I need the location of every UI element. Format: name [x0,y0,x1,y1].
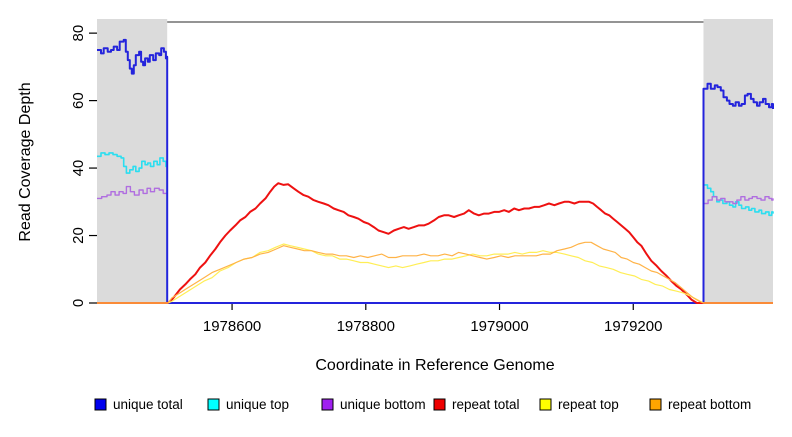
series-line-repeat-total [97,182,773,304]
shaded-region-right [703,19,773,303]
x-tick-label: 1979200 [604,318,662,335]
legend-label-unique-top: unique top [226,397,289,412]
legend-swatch-repeat-bottom [649,398,662,411]
legend: unique total unique top unique bottom repea… [94,397,751,412]
legend-swatch-repeat-total [433,398,446,411]
y-axis-title: Read Coverage Depth [17,82,34,241]
x-tick-label: 1978600 [203,318,261,335]
legend-label-unique-bottom: unique bottom [340,397,426,412]
series-line-repeat-bottom [97,241,773,304]
legend-swatch-repeat-top [539,398,552,411]
y-tick-label: 20 [70,227,87,244]
legend-swatch-unique-total [94,398,107,411]
series-line-unique-bottom [97,185,774,304]
y-tick-label: 60 [70,92,87,109]
x-tick-label: 1978800 [337,318,395,335]
series-line-unique-total [97,38,774,304]
series-line-repeat-top [97,243,773,304]
y-tick-label: 80 [70,25,87,42]
x-tick-label: 1979000 [470,318,528,335]
x-axis-title: Coordinate in Reference Genome [315,357,554,374]
legend-swatch-unique-bottom [321,398,334,411]
legend-label-repeat-top: repeat top [558,397,619,412]
shaded-regions [97,19,773,303]
y-tick-label: 40 [70,160,87,177]
series-lines [97,38,774,304]
axes: 1978600 1978800 1979000 1979200 0 20 40 60 80 [70,25,773,335]
legend-label-repeat-total: repeat total [452,397,520,412]
legend-label-unique-total: unique total [113,397,183,412]
legend-label-repeat-bottom: repeat bottom [668,397,751,412]
legend-swatch-unique-top [207,398,220,411]
y-tick-label: 0 [70,299,87,307]
